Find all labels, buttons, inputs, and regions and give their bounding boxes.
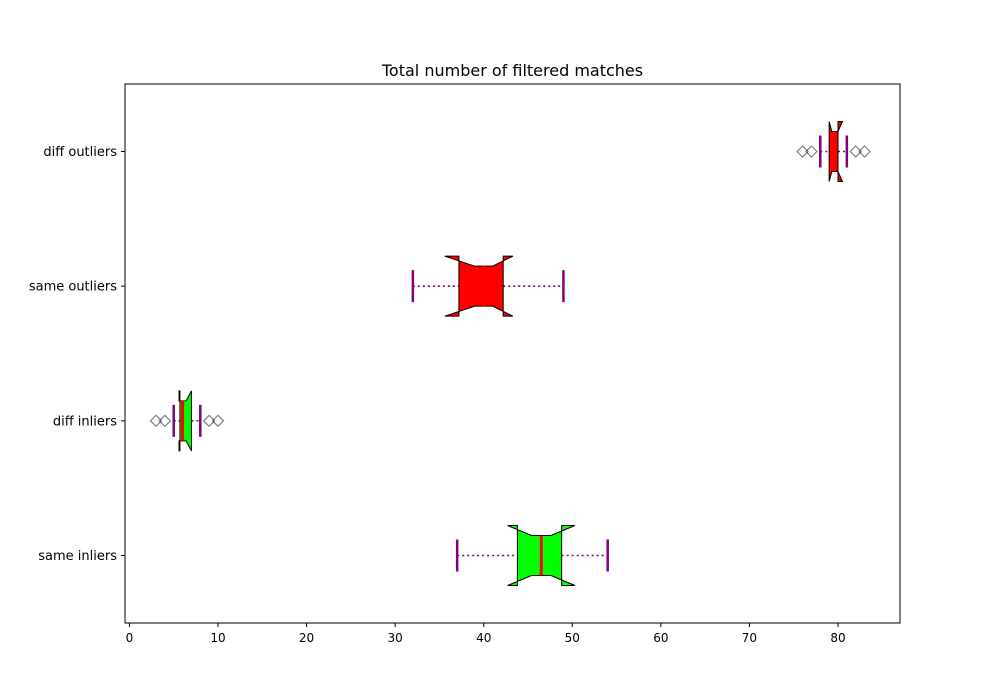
y-axis: same inliers diff inliers same outliers dif…	[29, 145, 125, 564]
box-group-same-outliers	[411, 255, 565, 317]
x-tick-label: 40	[476, 631, 491, 645]
box-group-diff-outliers	[796, 121, 871, 182]
y-tick-label: same inliers	[38, 549, 117, 564]
chart-marks	[149, 121, 871, 586]
x-tick-label: 50	[565, 631, 580, 645]
x-tick-label: 80	[830, 631, 845, 645]
flier-point	[158, 414, 172, 428]
flier-point	[849, 145, 863, 158]
x-tick-label: 60	[653, 631, 668, 645]
y-tick-label: same outliers	[29, 280, 117, 295]
y-tick-label: diff outliers	[43, 145, 117, 160]
flier-point	[796, 145, 809, 158]
box-body	[178, 390, 192, 452]
box-group-same-inliers	[455, 525, 609, 586]
x-tick-label: 10	[210, 631, 225, 645]
flier-point	[805, 145, 818, 158]
x-tick-label: 0	[126, 631, 134, 645]
flier-point	[202, 414, 216, 428]
x-axis: 0 10 20 30 40 50 60 70 80	[126, 623, 846, 645]
x-tick-label: 20	[299, 631, 314, 645]
box-group-diff-inliers	[149, 390, 225, 452]
y-tick-label: diff inliers	[53, 414, 117, 429]
x-tick-label: 70	[742, 631, 757, 645]
x-tick-label: 30	[388, 631, 403, 645]
chart-title: Total number of filtered matches	[381, 61, 643, 80]
flier-point	[211, 414, 225, 428]
flier-point	[858, 145, 871, 158]
flier-point	[149, 414, 163, 428]
box-body	[444, 255, 514, 317]
plot-frame	[124, 83, 901, 624]
